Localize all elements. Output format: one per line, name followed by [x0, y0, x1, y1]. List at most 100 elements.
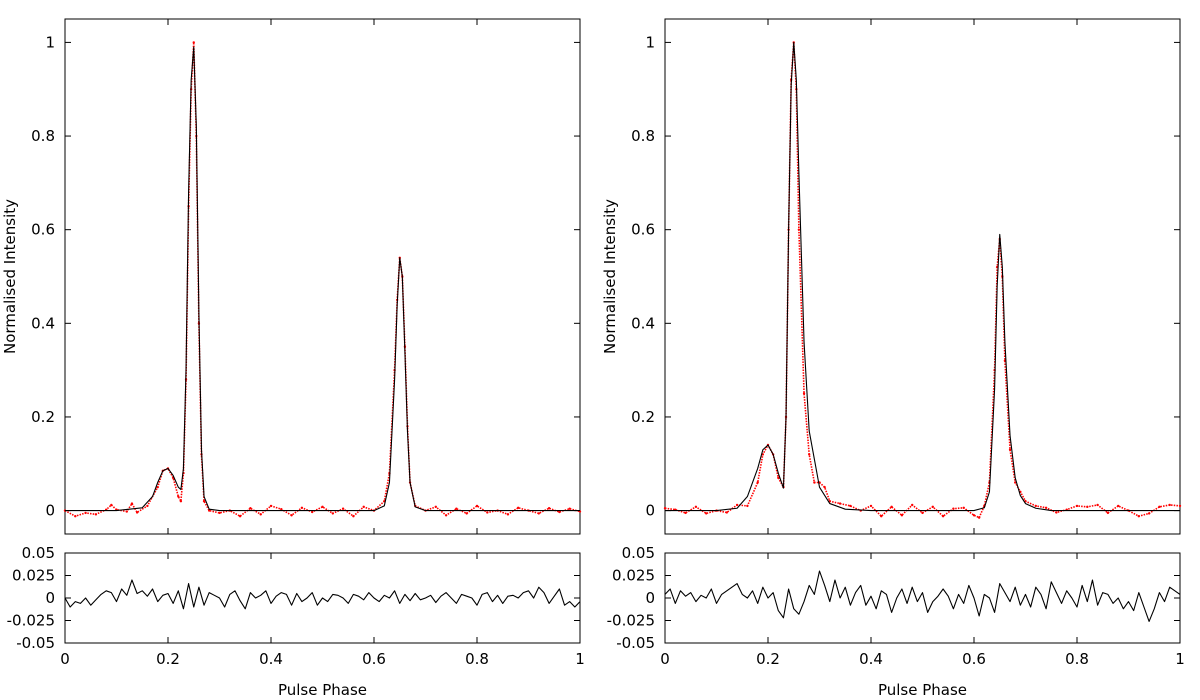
data-point: [813, 481, 816, 484]
data-point: [694, 505, 698, 509]
data-point: [218, 511, 221, 515]
data-point: [269, 504, 273, 508]
data-point: [1137, 515, 1141, 518]
x-tick-label: 0.4: [859, 650, 883, 668]
data-point: [475, 504, 479, 508]
data-point: [321, 505, 324, 509]
data-point: [1178, 504, 1182, 508]
y-tick-label: 0: [45, 502, 55, 520]
x-tick-label: 0: [660, 650, 670, 668]
x-tick-label: 0.6: [962, 650, 986, 668]
data-point: [802, 392, 806, 395]
data-point: [1086, 505, 1089, 509]
data-point: [125, 510, 128, 513]
data-point: [455, 507, 458, 510]
data-point: [249, 507, 252, 510]
y-tick-label: 0.4: [631, 314, 655, 332]
data-point: [838, 502, 842, 505]
data-point: [558, 510, 561, 514]
x-tick-label: 0.8: [465, 650, 489, 668]
data-point: [756, 481, 759, 484]
data-point: [911, 503, 914, 507]
data-point: [725, 511, 728, 514]
x-axis-label: Pulse Phase: [278, 681, 367, 699]
data-point: [238, 515, 242, 518]
data-point: [362, 505, 365, 509]
data-point: [746, 504, 749, 508]
data-point: [177, 495, 180, 498]
y-tick-label: 0.6: [31, 221, 55, 239]
data-point: [735, 503, 739, 507]
data-point: [486, 511, 489, 514]
data-point: [290, 514, 293, 517]
data-point: [1106, 511, 1110, 515]
data-trace: [664, 42, 1181, 519]
data-point: [880, 515, 883, 518]
data-point: [537, 512, 540, 515]
right-residual-residual-line: [664, 570, 1181, 622]
left-main-panel: 0 0.2 0.4 0.6 0.8 1 Normalised Intensity: [1, 18, 582, 535]
y-tick-label: 1: [45, 33, 55, 51]
x-tick-label: 0.4: [259, 650, 283, 668]
y-tick-label: -0.025: [7, 612, 55, 630]
data-point: [94, 513, 98, 516]
data-point: [1158, 505, 1161, 509]
data-point: [341, 507, 345, 510]
data-point: [331, 512, 334, 515]
data-point: [202, 500, 206, 503]
data-point: [823, 485, 826, 489]
data-point: [568, 507, 571, 510]
y-tick-label: 0.6: [631, 221, 655, 239]
data-point: [135, 511, 139, 514]
y-tick-label: 0.2: [631, 408, 655, 426]
y-tick-label: 0.05: [622, 544, 655, 562]
data-point: [849, 504, 852, 508]
data-point: [684, 511, 687, 515]
data-point: [506, 513, 510, 516]
data-point: [434, 505, 437, 509]
y-tick-label: 0.8: [31, 127, 55, 145]
data-point: [797, 228, 801, 231]
data-point: [156, 485, 159, 489]
left-main-frame: [64, 18, 581, 535]
right-residual-frame: [664, 552, 1181, 644]
data-point: [890, 505, 893, 509]
data-point: [1008, 448, 1012, 451]
x-tick-label: 0.8: [1065, 650, 1089, 668]
right-main-data-points: [663, 41, 1182, 519]
data-point: [869, 504, 873, 508]
left-residual-panel: 0 0.2 0.4 0.6 0.8 1 0.05 0.025 0 -0.025 -0.05 Pulse…: [7, 544, 585, 699]
data-point: [146, 504, 149, 508]
y-axis-label: Normalised Intensity: [601, 199, 619, 354]
y-tick-label: 0.4: [31, 314, 55, 332]
data-point: [952, 507, 955, 510]
data-point: [777, 476, 780, 480]
y-tick-label: -0.025: [607, 612, 655, 630]
y-tick-label: -0.05: [616, 634, 655, 652]
y-tick-label: 0: [645, 589, 655, 607]
data-point: [192, 41, 195, 44]
y-tick-label: 0: [645, 502, 655, 520]
data-point: [941, 515, 945, 518]
data-point: [977, 516, 981, 519]
data-point: [962, 506, 965, 509]
data-point: [110, 503, 113, 507]
data-point: [465, 512, 468, 515]
x-tick-label: 1: [1175, 650, 1185, 668]
data-point: [1075, 504, 1079, 508]
data-point: [1014, 481, 1017, 484]
data-point: [547, 507, 551, 510]
data-point: [705, 512, 708, 515]
data-point: [900, 514, 904, 517]
y-tick-label: 0.025: [612, 567, 655, 585]
data-point: [444, 514, 448, 517]
y-tick-label: 0.025: [12, 567, 55, 585]
right-residual-panel: 0 0.2 0.4 0.6 0.8 1 0.05 0.025 0 -0.025 -0.05 Pulse…: [607, 544, 1185, 699]
data-point: [352, 515, 355, 518]
data-point: [208, 509, 211, 512]
data-point: [311, 510, 314, 514]
data-point: [300, 506, 304, 509]
data-point: [1034, 504, 1038, 508]
data-point: [1044, 506, 1048, 509]
